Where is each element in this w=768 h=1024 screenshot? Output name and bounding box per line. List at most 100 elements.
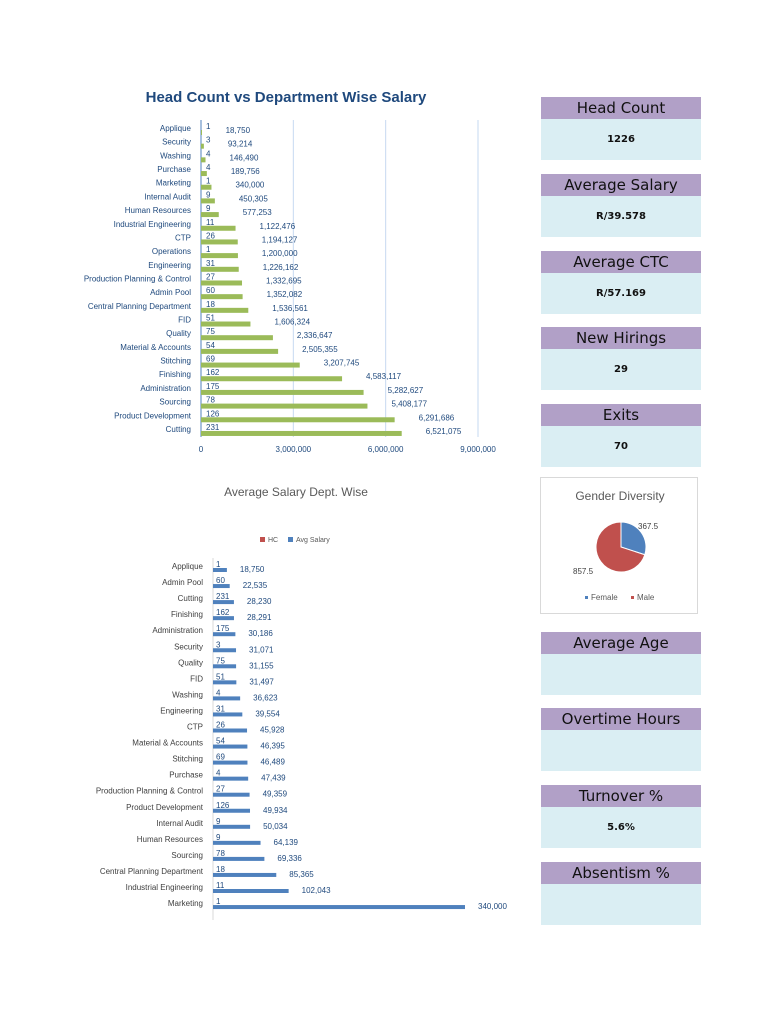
avg-salary-label: 46,395 bbox=[260, 742, 285, 751]
salary-bar bbox=[201, 417, 395, 423]
avg-salary-bar bbox=[213, 584, 230, 589]
chart-title: Head Count vs Department Wise Salary bbox=[146, 89, 427, 106]
hc-label: 78 bbox=[206, 396, 215, 405]
category-label: Product Development bbox=[126, 803, 204, 812]
category-label: Operations bbox=[152, 247, 191, 256]
salary-label: 1,226,162 bbox=[263, 263, 299, 272]
category-label: Sourcing bbox=[171, 851, 203, 860]
category-label: Washing bbox=[160, 151, 191, 160]
salary-label: 6,521,075 bbox=[426, 427, 462, 436]
legend-hc-swatch bbox=[260, 537, 265, 542]
hc-label: 9 bbox=[206, 190, 211, 199]
hc-label: 9 bbox=[216, 833, 221, 842]
hc-label: 27 bbox=[216, 785, 225, 794]
legend-avg-salary-swatch bbox=[288, 537, 293, 542]
kpi-card-exits: Exits 70 bbox=[541, 404, 701, 467]
salary-bar bbox=[201, 143, 204, 149]
hc-bar bbox=[201, 291, 202, 294]
category-label: FID bbox=[190, 674, 203, 683]
hc-label: 3 bbox=[206, 136, 211, 145]
kpi-card-average-age: Average Age bbox=[541, 632, 701, 695]
salary-label: 5,282,627 bbox=[388, 386, 424, 395]
hc-label: 126 bbox=[216, 801, 230, 810]
kpi-value: 5.6% bbox=[541, 807, 701, 848]
kpi-value: R/57.169 bbox=[541, 273, 701, 314]
avg-salary-bar bbox=[213, 824, 251, 829]
hc-bar bbox=[201, 181, 202, 184]
hc-label: 69 bbox=[206, 355, 215, 364]
avg-salary-bar bbox=[213, 696, 241, 701]
hc-bar bbox=[201, 332, 202, 335]
kpi-card-absentism: Absentism % bbox=[541, 862, 701, 925]
hc-bar bbox=[201, 400, 202, 403]
category-label: Finishing bbox=[159, 370, 191, 379]
kpi-card-turnover: Turnover % 5.6% bbox=[541, 785, 701, 848]
kpi-label: Exits bbox=[541, 404, 701, 426]
category-label: Security bbox=[162, 138, 191, 147]
kpi-value bbox=[541, 884, 701, 925]
avg-salary-label: 50,034 bbox=[263, 822, 288, 831]
avg-salary-bar bbox=[213, 905, 465, 910]
salary-bar bbox=[201, 239, 238, 245]
hc-label: 31 bbox=[216, 704, 225, 713]
category-label: Material & Accounts bbox=[120, 343, 191, 352]
avg-salary-bar bbox=[213, 889, 289, 893]
category-label: Cutting bbox=[166, 425, 191, 434]
category-label: CTP bbox=[187, 723, 203, 732]
x-tick-label: 0 bbox=[199, 445, 204, 454]
hc-label: 4 bbox=[216, 688, 221, 697]
hc-label: 69 bbox=[216, 753, 225, 762]
category-label: Central Planning Department bbox=[88, 302, 192, 311]
avg-salary-label: 49,359 bbox=[263, 790, 288, 799]
category-label: Quality bbox=[166, 329, 191, 338]
legend-female-swatch bbox=[585, 596, 588, 599]
pie-slice-male bbox=[595, 521, 646, 573]
salary-bar bbox=[201, 184, 212, 190]
category-label: Industrial Engineering bbox=[126, 883, 203, 892]
category-label: Production Planning & Control bbox=[84, 274, 191, 283]
salary-label: 1,200,000 bbox=[262, 249, 298, 258]
avg-salary-label: 69,336 bbox=[277, 854, 302, 863]
hc-label: 51 bbox=[206, 314, 215, 323]
hc-label: 162 bbox=[216, 608, 230, 617]
salary-label: 1,194,127 bbox=[262, 235, 298, 244]
avg-salary-bar bbox=[213, 712, 243, 717]
hc-label: 1 bbox=[206, 177, 211, 186]
hc-label: 31 bbox=[206, 259, 215, 268]
kpi-card-new-hirings: New Hirings 29 bbox=[541, 327, 701, 390]
hc-label: 51 bbox=[216, 672, 225, 681]
salary-bar bbox=[201, 348, 279, 354]
category-label: Applique bbox=[160, 124, 192, 133]
avg-salary-bar bbox=[213, 616, 234, 621]
avg-salary-label: 18,750 bbox=[240, 565, 265, 574]
salary-bar bbox=[201, 403, 368, 409]
salary-bar bbox=[201, 157, 206, 163]
avg-salary-label: 30,186 bbox=[248, 629, 273, 638]
hc-bar bbox=[201, 345, 202, 348]
kpi-card-overtime-hours: Overtime Hours bbox=[541, 708, 701, 771]
kpi-label: Average Age bbox=[541, 632, 701, 654]
hc-label: 26 bbox=[216, 721, 225, 730]
legend-female-label: Female bbox=[591, 593, 618, 602]
category-label: Washing bbox=[172, 690, 203, 699]
hc-bar bbox=[201, 222, 202, 225]
kpi-label: Average CTC bbox=[541, 251, 701, 273]
salary-bar bbox=[201, 253, 238, 259]
chart-title: Gender Diversity bbox=[575, 489, 664, 503]
hc-bar bbox=[201, 414, 202, 417]
salary-bar bbox=[201, 430, 402, 436]
salary-label: 3,207,745 bbox=[324, 359, 360, 368]
kpi-card-average-salary: Average Salary R/39.578 bbox=[541, 174, 701, 237]
hc-bar bbox=[201, 318, 202, 321]
salary-label: 2,336,647 bbox=[297, 331, 333, 340]
category-label: Administration bbox=[140, 384, 191, 393]
avg-salary-bar bbox=[213, 728, 248, 733]
hc-label: 4 bbox=[206, 163, 211, 172]
avg-salary-bar bbox=[213, 856, 265, 861]
salary-label: 6,291,686 bbox=[419, 413, 455, 422]
hc-bar bbox=[201, 277, 202, 280]
kpi-value: 70 bbox=[541, 426, 701, 467]
category-label: Internal Audit bbox=[156, 819, 203, 828]
legend-avg-salary-label: Avg Salary bbox=[296, 537, 330, 544]
hc-label: 27 bbox=[206, 272, 215, 281]
